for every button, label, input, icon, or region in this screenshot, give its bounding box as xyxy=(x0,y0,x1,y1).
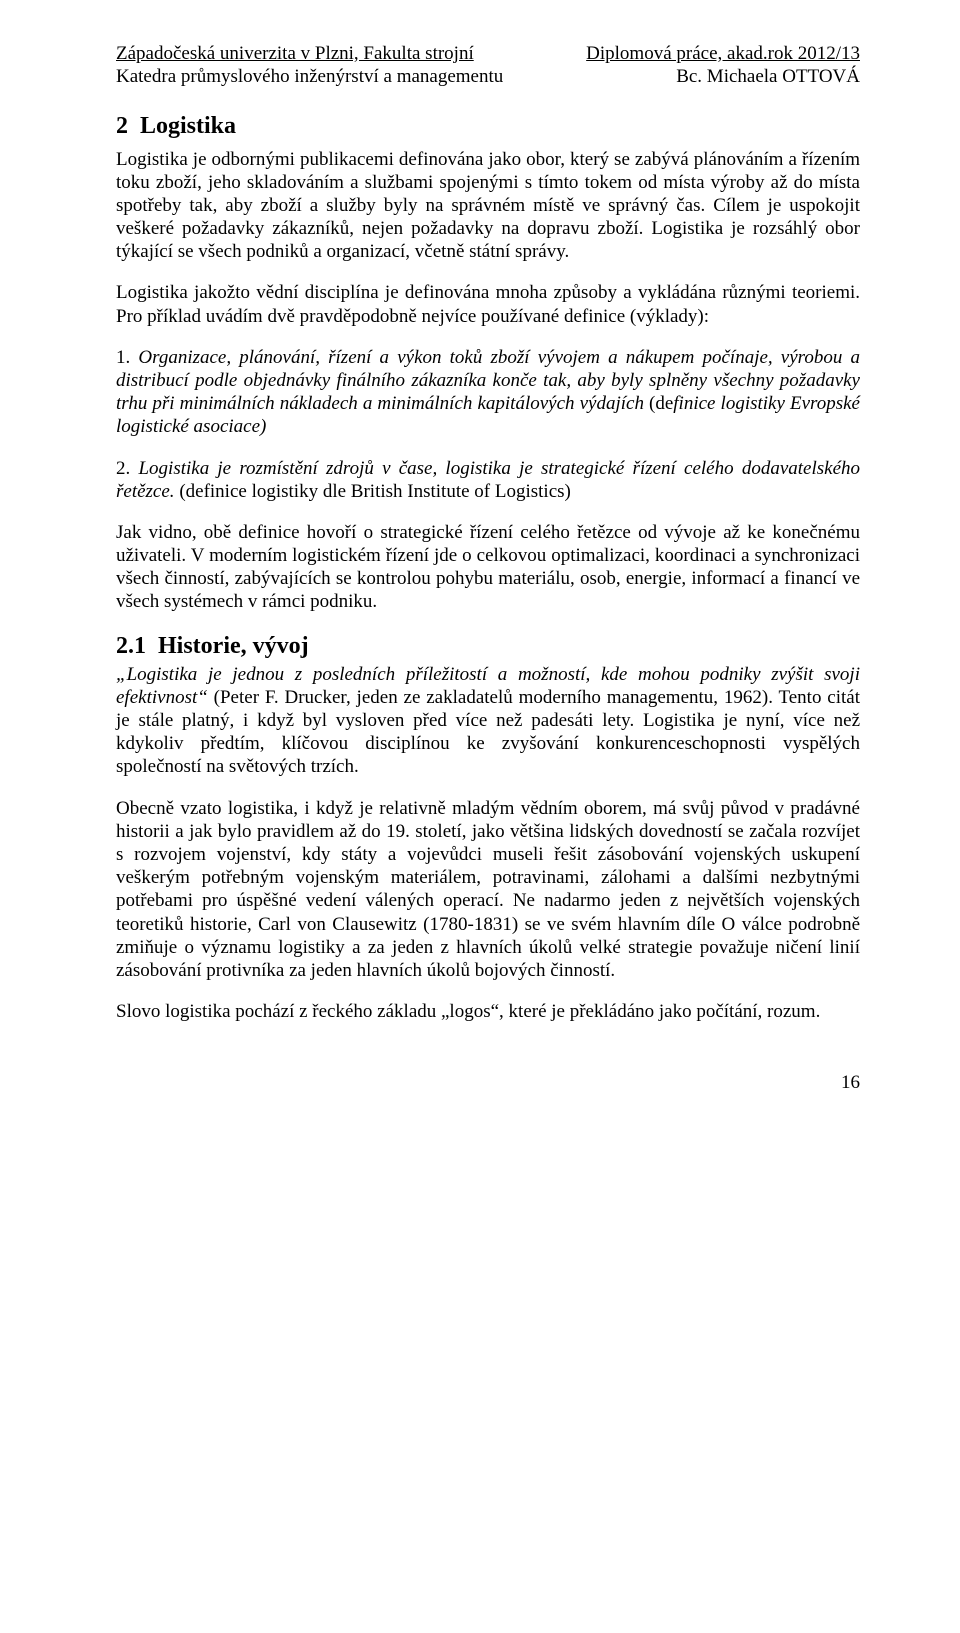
paragraph-etymology: Slovo logistika pochází z řeckého základ… xyxy=(116,1000,860,1023)
subsection-title: Historie, vývoj xyxy=(158,633,309,659)
header-row-1: Západočeská univerzita v Plzni, Fakulta … xyxy=(116,42,860,65)
history-quote-tail: (Peter F. Drucker, jeden ze zakladatelů … xyxy=(116,687,860,778)
paragraph-history-quote: „Logistika je jednou z posledních přílež… xyxy=(116,663,860,779)
subsection-heading: 2.1 Historie, vývoj xyxy=(116,632,860,661)
section-heading: 2 Logistika xyxy=(116,112,860,141)
definition-2-number: 2. xyxy=(116,458,138,479)
header-institution: Západočeská univerzita v Plzni, Fakulta … xyxy=(116,42,474,65)
header-department: Katedra průmyslového inženýrství a manag… xyxy=(116,65,503,88)
paragraph-summary: Jak vidno, obě definice hovoří o strateg… xyxy=(116,521,860,614)
header-author: Bc. Michaela OTTOVÁ xyxy=(676,65,860,88)
header-doc-type: Diplomová práce, akad.rok 2012/13 xyxy=(586,42,860,65)
definition-1-number: 1. xyxy=(116,347,138,368)
section-title: Logistika xyxy=(140,113,236,139)
definition-2: 2. Logistika je rozmístění zdrojů v čase… xyxy=(116,457,860,503)
paragraph-intro: Logistika je odbornými publikacemi defin… xyxy=(116,148,860,264)
section-number: 2 xyxy=(116,113,128,139)
definition-1: 1. Organizace, plánování, řízení a výkon… xyxy=(116,346,860,439)
subsection-number: 2.1 xyxy=(116,633,146,659)
header-row-2: Katedra průmyslového inženýrství a manag… xyxy=(116,65,860,88)
page-number: 16 xyxy=(116,1071,860,1094)
paragraph-history-body: Obecně vzato logistika, i když je relati… xyxy=(116,797,860,982)
definition-1-tail-open: (de xyxy=(644,393,673,414)
paragraph-definitions-lead: Logistika jakožto vědní disciplína je de… xyxy=(116,281,860,327)
definition-2-tail: (definice logistiky dle British Institut… xyxy=(175,481,571,502)
